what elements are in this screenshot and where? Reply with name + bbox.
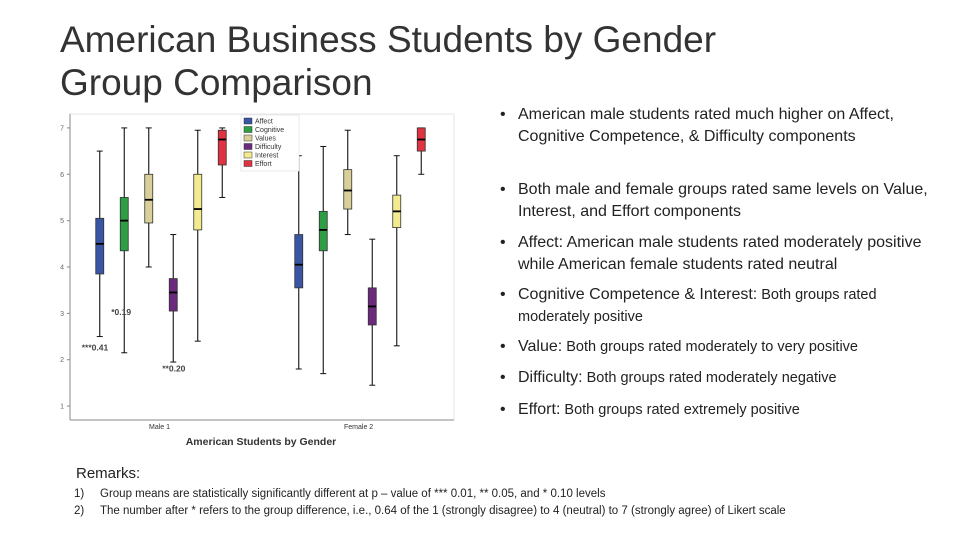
bullet-text: Both male and female groups rated same l…	[518, 181, 928, 220]
box-body	[294, 234, 304, 289]
box-affect-1	[95, 150, 105, 338]
box-body	[168, 278, 178, 312]
box-values-1	[144, 127, 154, 268]
box-body	[193, 173, 203, 231]
bullet-dot: •	[500, 401, 506, 418]
x-tick-label: Male 1	[149, 424, 170, 431]
box-cognitive-2	[318, 145, 328, 375]
box-body	[318, 210, 328, 252]
bullet-dot: •	[500, 369, 506, 386]
y-tick-label: 3	[60, 311, 64, 318]
legend-swatch	[243, 151, 253, 159]
legend-label: Effort	[255, 161, 272, 168]
box-body	[95, 217, 105, 275]
box-cognitive-1	[119, 127, 129, 354]
title-line-1: American Business Students by Gender	[60, 19, 717, 60]
box-interest-2	[392, 155, 402, 347]
legend-label: Affect	[255, 119, 273, 126]
bullet-text: American male students rated much higher…	[518, 106, 894, 145]
bullet-dot: •	[500, 106, 506, 123]
bullet-subtext: Both groups rated extremely positive	[560, 402, 800, 418]
bullet-dot: •	[500, 286, 506, 303]
bullet-text: Difficulty:	[518, 369, 583, 386]
y-tick-label: 4	[60, 265, 64, 272]
y-tick-label: 6	[60, 172, 64, 179]
box-effort-2	[416, 127, 426, 175]
remark-number: 2)	[74, 505, 85, 517]
box-effort-1	[217, 127, 227, 198]
title-line-2: Group Comparison	[60, 62, 373, 103]
bullet-text: Affect: American male students rated mod…	[518, 234, 922, 273]
y-tick-label: 5	[60, 218, 64, 225]
box-values-2	[343, 129, 353, 236]
remarks-section: Remarks: 1) Group means are statisticall…	[74, 465, 936, 520]
legend-label: Values	[255, 136, 276, 143]
legend-swatch	[243, 117, 253, 125]
bullet-subtext: Both groups rated moderately negative	[582, 370, 837, 386]
y-tick-label: 7	[60, 125, 64, 132]
legend-swatch	[243, 143, 253, 150]
remark-item: 1) Group means are statistically signifi…	[74, 486, 936, 503]
y-tick-label: 2	[60, 357, 64, 364]
legend-swatch	[243, 134, 253, 142]
bullet-dot: •	[500, 181, 506, 198]
bullet-dot: •	[500, 338, 506, 355]
bullet-subtext: Both groups rated moderately positive	[518, 287, 877, 325]
x-axis-label: American Students by Gender	[186, 436, 337, 448]
bullet-text: Value:	[518, 338, 563, 355]
bullet-text: Effort:	[518, 401, 561, 418]
boxplot-svg: 1 2 3 4 5 6 7 Male 1 Female 2 American Students b…	[60, 113, 455, 448]
remark-text: The number after * refers to the group d…	[100, 505, 786, 517]
boxplot-chart: 1 2 3 4 5 6 7 Male 1 Female 2 American Students b…	[56, 108, 456, 453]
significance-annotation: ***0.41	[82, 342, 109, 352]
y-tick-label: 1	[60, 404, 64, 411]
legend-label: Difficulty	[255, 144, 282, 151]
significance-annotation: **0.20	[162, 363, 185, 373]
box-body	[119, 197, 129, 252]
box-body	[343, 169, 353, 210]
bullet-dot: •	[500, 234, 506, 251]
box-body	[144, 173, 154, 224]
box-difficulty-1	[168, 234, 178, 363]
slide-title: American Business Students by Gender Gro…	[60, 18, 820, 104]
legend-label: Interest	[255, 153, 278, 160]
bullet-subtext: Both groups rated moderately to very pos…	[562, 339, 858, 355]
bullet-text: Cognitive Competence & Interest:	[518, 286, 758, 303]
remark-text: Group means are statistically significan…	[100, 488, 606, 500]
legend-swatch	[243, 126, 253, 133]
box-body	[217, 129, 227, 166]
box-interest-1	[193, 129, 203, 342]
legend-swatch	[243, 160, 253, 167]
box-difficulty-2	[367, 238, 377, 386]
remark-item: 2) The number after * refers to the grou…	[74, 503, 936, 520]
x-tick-label: Female 2	[344, 424, 373, 431]
remark-number: 1)	[74, 488, 85, 500]
significance-annotation: *0.19	[111, 307, 131, 317]
remarks-title: Remarks:	[76, 465, 141, 482]
legend-label: Cognitive	[255, 127, 284, 134]
